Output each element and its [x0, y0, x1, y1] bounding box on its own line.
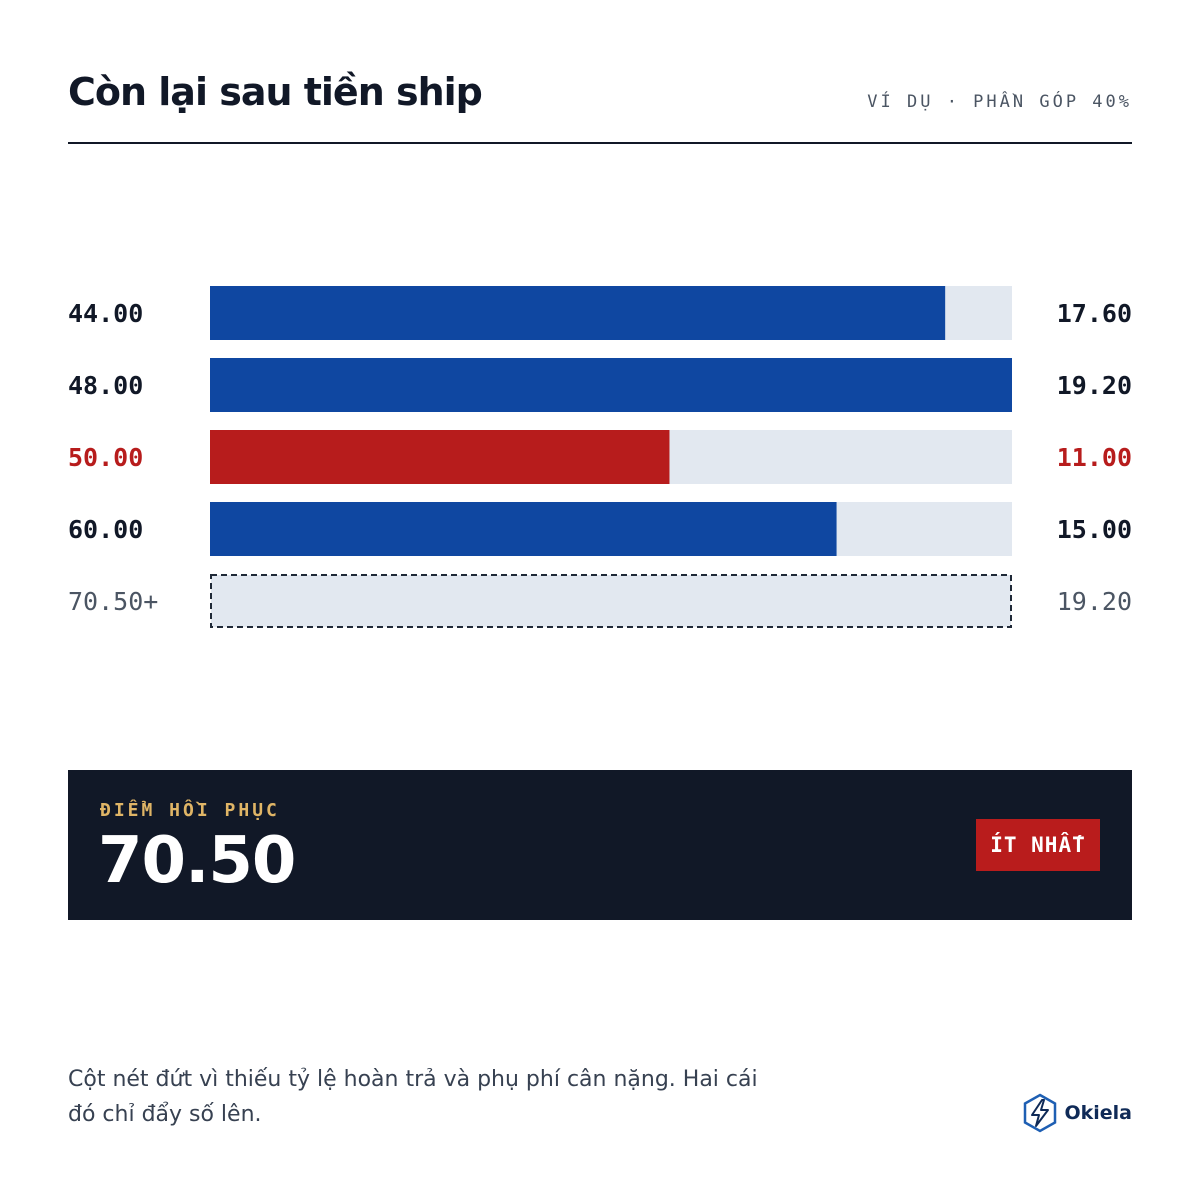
- brand-name: Okiela: [1064, 1102, 1132, 1124]
- recovery-banner: ĐIỂM HỒI PHỤC 70.50 ÍT NHẤT: [68, 770, 1132, 920]
- banner-label: ĐIỂM HỒI PHỤC: [100, 800, 280, 821]
- bar-left-label: 60.00: [68, 515, 143, 544]
- bar-left-label: 50.00: [68, 443, 143, 472]
- page-title: Còn lại sau tiền ship: [68, 70, 483, 114]
- footnote: Cột nét đứt vì thiếu tỷ lệ hoàn trả và p…: [68, 1067, 758, 1127]
- bar-track-dashed: [210, 574, 1012, 628]
- bar-right-label: 15.00: [1057, 515, 1132, 544]
- bar-chart: 44.00 17.60 48.00 19.20 50.00 11.00 60.00 15.00…: [68, 286, 1132, 628]
- bar-right-label: 19.20: [1057, 371, 1132, 400]
- banner-value: 70.50: [98, 824, 296, 898]
- lightning-hexagon-icon: [1024, 1093, 1057, 1133]
- page-subtitle: VÍ DỤ · PHẦN GÓP 40%: [867, 92, 1132, 112]
- bar-left-label: 44.00: [68, 299, 143, 328]
- bar-highlight: [210, 430, 670, 484]
- bar: [210, 358, 1012, 412]
- brand-logo: Okiela: [1022, 1093, 1132, 1133]
- bar: [210, 502, 837, 556]
- bar-right-label: 17.60: [1057, 299, 1132, 328]
- minimum-badge: ÍT NHẤT: [976, 819, 1100, 871]
- bar-left-label: 48.00: [68, 371, 143, 400]
- bar: [210, 286, 946, 340]
- bar-right-label: 19.20: [1057, 587, 1132, 616]
- bar-left-label: 70.50+: [68, 587, 158, 616]
- header-divider: [68, 142, 1132, 144]
- bar-right-label: 11.00: [1057, 443, 1132, 472]
